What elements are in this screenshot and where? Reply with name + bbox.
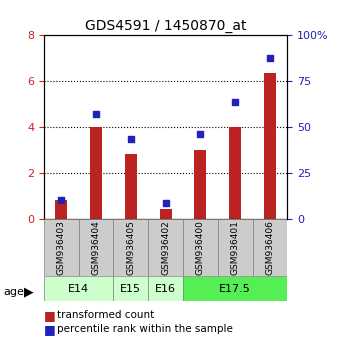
- FancyBboxPatch shape: [114, 276, 148, 301]
- Point: [163, 200, 168, 206]
- Text: GSM936402: GSM936402: [161, 221, 170, 275]
- FancyBboxPatch shape: [44, 276, 114, 301]
- Point: [233, 99, 238, 105]
- Point: [198, 131, 203, 137]
- FancyBboxPatch shape: [148, 276, 183, 301]
- Point: [128, 136, 134, 142]
- Text: GSM936405: GSM936405: [126, 220, 135, 275]
- Text: transformed count: transformed count: [57, 310, 155, 320]
- FancyBboxPatch shape: [44, 219, 79, 276]
- Text: GSM936404: GSM936404: [92, 221, 101, 275]
- Bar: [264, 73, 276, 219]
- Text: E17.5: E17.5: [219, 284, 251, 293]
- Text: E14: E14: [68, 284, 89, 293]
- Bar: [160, 209, 172, 219]
- FancyBboxPatch shape: [114, 219, 148, 276]
- Text: E16: E16: [155, 284, 176, 293]
- Bar: [125, 154, 137, 219]
- FancyBboxPatch shape: [148, 219, 183, 276]
- Text: E15: E15: [120, 284, 141, 293]
- Text: GSM936400: GSM936400: [196, 220, 205, 275]
- Text: percentile rank within the sample: percentile rank within the sample: [57, 324, 233, 334]
- Text: ▶: ▶: [24, 286, 33, 298]
- Bar: [55, 200, 67, 219]
- Bar: [194, 150, 207, 219]
- Text: ■: ■: [44, 309, 56, 321]
- FancyBboxPatch shape: [218, 219, 252, 276]
- Text: age: age: [3, 287, 24, 297]
- Title: GDS4591 / 1450870_at: GDS4591 / 1450870_at: [85, 19, 246, 33]
- FancyBboxPatch shape: [183, 276, 287, 301]
- Bar: [90, 127, 102, 219]
- Point: [93, 111, 99, 116]
- Text: GSM936401: GSM936401: [231, 220, 240, 275]
- Point: [58, 197, 64, 203]
- Text: GSM936403: GSM936403: [57, 220, 66, 275]
- Text: GSM936406: GSM936406: [265, 220, 274, 275]
- FancyBboxPatch shape: [79, 219, 114, 276]
- FancyBboxPatch shape: [183, 219, 218, 276]
- Text: ■: ■: [44, 323, 56, 336]
- Point: [267, 56, 273, 61]
- Bar: [229, 127, 241, 219]
- FancyBboxPatch shape: [252, 219, 287, 276]
